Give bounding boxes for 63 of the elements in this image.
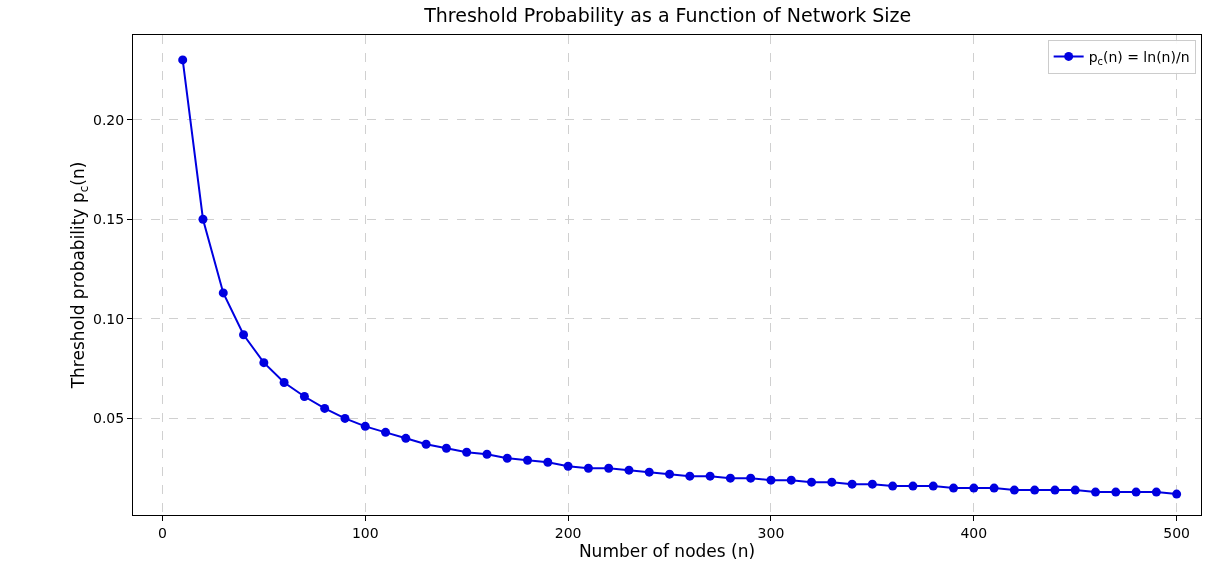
point xyxy=(1070,485,1080,495)
point xyxy=(239,330,249,340)
y-tick-label: 0.15 xyxy=(93,211,125,228)
point xyxy=(360,421,370,431)
point xyxy=(299,391,309,401)
point xyxy=(1111,487,1121,497)
point xyxy=(746,473,756,483)
point xyxy=(604,463,614,473)
point xyxy=(441,443,451,453)
point xyxy=(421,439,431,449)
y-tick-label: 0.20 xyxy=(93,111,125,128)
point xyxy=(320,403,330,413)
point xyxy=(928,481,938,491)
point xyxy=(1091,487,1101,497)
point xyxy=(786,475,796,485)
point xyxy=(827,477,837,487)
point xyxy=(1131,487,1141,497)
point xyxy=(583,463,593,473)
point xyxy=(847,479,857,489)
point xyxy=(989,483,999,493)
point xyxy=(725,473,735,483)
point xyxy=(807,477,817,487)
x-tick-label: 500 xyxy=(1163,524,1191,541)
point xyxy=(1172,489,1182,499)
point xyxy=(685,471,695,481)
point xyxy=(198,214,208,224)
point xyxy=(482,449,492,459)
point xyxy=(1030,485,1040,495)
point xyxy=(259,358,269,368)
point xyxy=(178,55,188,65)
chart-title: Threshold Probability as a Function of Network Size xyxy=(423,3,912,26)
point xyxy=(949,483,959,493)
y-tick-label: 0.10 xyxy=(93,310,125,327)
point xyxy=(462,447,472,457)
x-tick-label: 100 xyxy=(351,524,379,541)
point xyxy=(888,481,898,491)
point xyxy=(908,481,918,491)
point xyxy=(766,475,776,485)
point xyxy=(340,413,350,423)
point xyxy=(401,433,411,443)
x-tick-label: 400 xyxy=(960,524,988,541)
point xyxy=(502,453,512,463)
point xyxy=(279,378,289,388)
point xyxy=(543,457,553,467)
y-tick-label: 0.05 xyxy=(93,410,125,427)
point xyxy=(867,479,877,489)
point xyxy=(1050,485,1060,495)
legend-label: p$_{c}$(n) = ln(n)/n xyxy=(1088,48,1190,67)
point xyxy=(1009,485,1019,495)
point xyxy=(523,455,533,465)
point xyxy=(705,471,715,481)
point xyxy=(218,288,228,298)
x-axis-title: Number of nodes (n) xyxy=(578,540,756,561)
point xyxy=(381,427,391,437)
x-tick-label: 200 xyxy=(554,524,582,541)
point xyxy=(644,467,654,477)
point xyxy=(969,483,979,493)
x-tick-label: 300 xyxy=(757,524,785,541)
x-tick-label: 0 xyxy=(157,524,167,541)
point xyxy=(624,465,634,475)
point xyxy=(1151,487,1161,497)
point xyxy=(665,469,675,479)
point xyxy=(563,461,573,471)
